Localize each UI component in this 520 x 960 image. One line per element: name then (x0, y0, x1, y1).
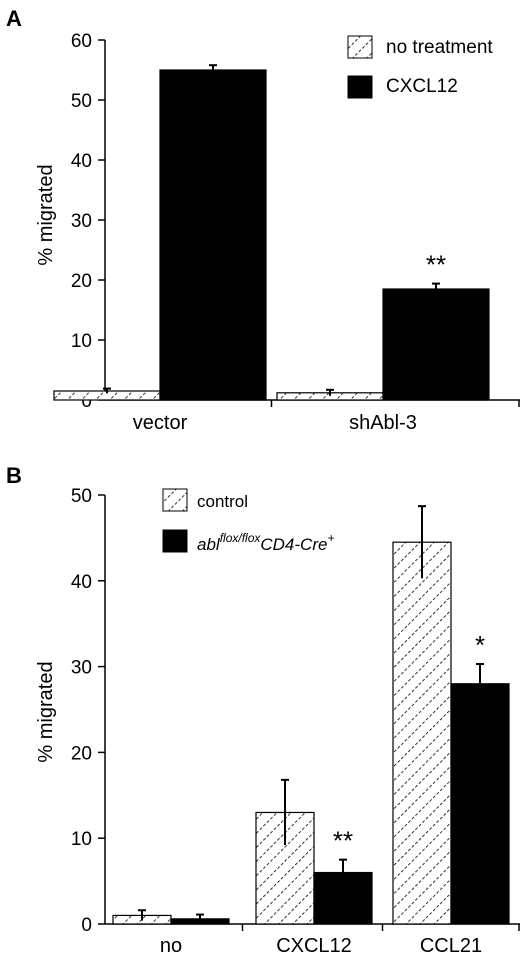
y-tick-label-20: 20 (71, 271, 92, 292)
panel-b-y-axis-label: % migrated (35, 661, 57, 762)
y-tick-label-10: 10 (71, 331, 92, 352)
significance-shabl-3: ** (426, 250, 446, 280)
y-tick-label-30: 30 (71, 211, 92, 232)
y-tick-label-60: 60 (71, 31, 92, 52)
bar-no-abl-flox-flox-cd4-cre (170, 918, 230, 925)
panel-b-letter: B (6, 463, 22, 488)
y-tick-label-40: 40 (71, 572, 92, 593)
bar-shabl-3-cxcl12 (382, 288, 490, 401)
bar-ccl21-abl-flox-flox-cd4-cre (450, 683, 510, 925)
y-tick-label-50: 50 (71, 91, 92, 112)
y-tick-label-10: 10 (71, 829, 92, 850)
category-label-no: no (160, 935, 182, 955)
y-tick-label-30: 30 (71, 658, 92, 679)
significance-ccl21: * (475, 630, 485, 660)
panel-a: A % migrated 0 10 20 30 40 50 60 vector shAbl-3… (6, 6, 520, 434)
legend-label-cxcl12: CXCL12 (386, 76, 458, 97)
y-tick-label-20: 20 (71, 743, 92, 764)
legend-swatch-no-treatment (347, 35, 373, 59)
category-label-shabl-3: shAbl-3 (349, 412, 417, 434)
panel-a-bars (53, 64, 490, 401)
y-tick-label-40: 40 (71, 151, 92, 172)
legend-label-no-treatment: no treatment (386, 37, 493, 58)
y-tick-label-50: 50 (71, 486, 92, 507)
panel-a-legend: no treatment CXCL12 (347, 35, 493, 99)
panel-a-y-axis-label: % migrated (35, 164, 57, 265)
panel-a-labels: vector shAbl-3 ** (133, 250, 446, 434)
panel-b-labels: no CXCL12 CCL21*** (160, 630, 485, 957)
bar-vector-cxcl12 (159, 69, 267, 401)
legend-label-control: control (197, 492, 248, 511)
y-tick-label-0: 0 (81, 915, 92, 936)
category-label-vector: vector (133, 412, 188, 434)
panel-a-letter: A (6, 6, 22, 31)
legend-swatch-abl-cre (162, 529, 188, 553)
panel-b-legend: control ablflox/floxCD4-Cre+ (162, 488, 334, 554)
y-tick-label-0: 0 (81, 391, 92, 412)
significance-cxcl12: ** (333, 826, 353, 856)
legend-label-abl-cre: ablflox/floxCD4-Cre+ (197, 531, 334, 554)
panel-b-bars (112, 505, 510, 925)
legend-swatch-cxcl12 (347, 75, 373, 99)
category-label-cxcl12: CXCL12 (276, 935, 352, 955)
category-label-ccl21: CCL21 (420, 935, 482, 955)
bar-ccl21-control (392, 541, 452, 925)
bar-cxcl12-abl-flox-flox-cd4-cre (313, 871, 373, 925)
legend-swatch-control (162, 488, 188, 512)
